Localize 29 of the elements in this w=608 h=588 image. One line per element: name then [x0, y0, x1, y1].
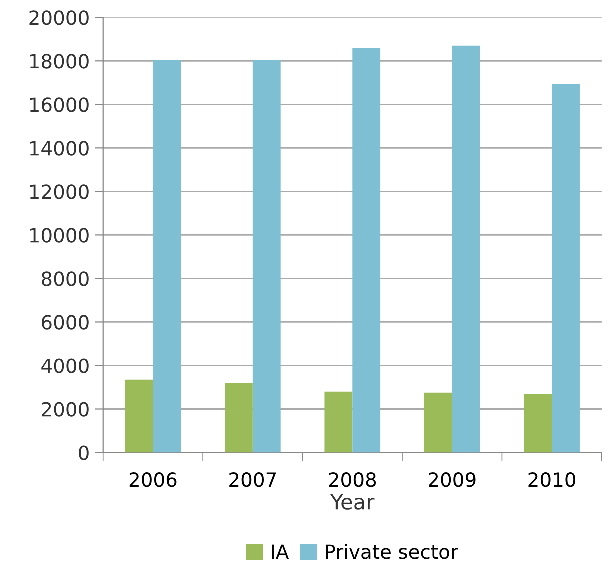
x-tick-label: 2010	[528, 472, 576, 488]
x-axis-title: Year	[330, 494, 375, 510]
bar	[153, 60, 182, 453]
x-tick-label: 2008	[329, 472, 376, 488]
x-tick-label: 2009	[429, 472, 476, 488]
y-tick-label: 10000	[30, 228, 89, 243]
bar	[252, 60, 281, 453]
bar	[225, 383, 253, 453]
y-tick-label: 20000	[30, 10, 89, 26]
bar	[352, 48, 381, 453]
y-tick-label: 14000	[30, 141, 89, 156]
legend-label: IA	[272, 544, 290, 560]
y-tick-label: 18000	[30, 54, 89, 69]
y-tick-label: 6000	[42, 315, 89, 330]
bar	[125, 380, 154, 453]
bar	[424, 392, 452, 453]
x-tick-label: 2007	[230, 472, 276, 488]
x-tick-label: 2006	[130, 472, 177, 488]
bar	[524, 394, 552, 453]
bar	[324, 392, 353, 453]
y-tick-label: 4000	[42, 358, 89, 374]
legend-label: Private sector	[326, 544, 458, 560]
y-tick-label: 2000	[42, 402, 89, 417]
bar	[552, 84, 580, 453]
y-tick-label: 16000	[30, 98, 89, 112]
y-tick-label: 12000	[30, 184, 89, 200]
y-tick-label: 8000	[42, 272, 89, 286]
y-tick-label: 0	[79, 446, 89, 460]
bar	[452, 46, 480, 453]
